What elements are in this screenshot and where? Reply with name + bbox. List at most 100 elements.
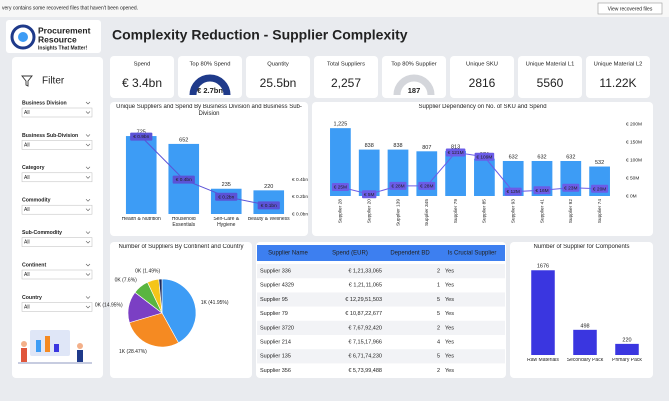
filter-panel <box>12 57 103 378</box>
slicer-chevron <box>85 111 91 114</box>
kpi-value: € 3.4bn <box>122 76 162 90</box>
table-cell: Yes <box>445 368 454 374</box>
illustration-bar <box>54 344 59 352</box>
chart-title: Number of Supplier for Components <box>533 244 630 250</box>
kpi-label: Unique SKU <box>466 62 498 68</box>
line-label-bg <box>257 201 280 210</box>
x-tick-label: Secondary Pack <box>566 358 604 363</box>
bar-value-label: 813 <box>451 144 460 150</box>
filter-title: Filter <box>42 76 65 87</box>
slicer-label: Sub-Commodity <box>22 230 62 236</box>
chart-title-box: Supplier Dependency on No. of SKU and Sp… <box>418 104 547 110</box>
slicer-dropdown[interactable] <box>21 237 93 247</box>
x-tick-label: Supplier 41 <box>539 199 545 224</box>
x-tick-label: Primary Pack <box>612 358 642 363</box>
kpi-label: Spend <box>134 62 151 68</box>
kpi-label: Unique Material L1 <box>526 62 575 68</box>
x-tick-label: Supplier 20 <box>366 199 372 224</box>
table-cell: Supplier 4329 <box>260 283 294 289</box>
line-value-label: € 28M <box>391 183 404 189</box>
slicer-dropdown[interactable] <box>21 107 93 118</box>
illustration-person <box>77 343 83 349</box>
chart-title: Supplier Dependency on No. of SKU and Sp… <box>418 104 547 110</box>
logo-dot <box>18 32 28 42</box>
line-value-label: € 25M <box>334 185 347 191</box>
table-cell: Supplier 79 <box>260 311 288 317</box>
y2-tick-label: € 0.0bn <box>292 211 308 217</box>
line-label-bg <box>562 183 580 192</box>
slicer-value: All <box>24 272 30 278</box>
table-row-bg <box>257 264 505 279</box>
illustration-floor <box>18 362 92 364</box>
kpi-label: Top 80% Spend <box>190 62 231 68</box>
pie-slice <box>161 278 197 344</box>
kpi-label: Unique Material L2 <box>594 62 643 68</box>
bar-value-label: 632 <box>509 154 518 160</box>
x-tick-label: Supplier 74 <box>597 199 603 224</box>
chart-title: Unique Suppliers and Spend By Business D… <box>116 104 302 117</box>
line-label-bg <box>504 187 522 196</box>
table-cell: Yes <box>445 297 454 303</box>
table-cell: Supplier 214 <box>260 339 291 345</box>
bar <box>474 158 495 196</box>
slicer-label: Business Division <box>22 100 67 106</box>
table-cell: € 10,87,22,677 <box>345 311 382 317</box>
table-cell: 5 <box>437 354 440 360</box>
bar-value-label: 838 <box>365 143 374 149</box>
slicer-label: Continent <box>22 262 46 268</box>
kpi-value: 187 <box>408 86 421 95</box>
x-tick-label: Household Essentials <box>171 217 196 228</box>
x-tick-label: Supplier 79 <box>453 199 459 224</box>
slicer-value: All <box>24 240 30 246</box>
bar-value-label: 807 <box>422 145 431 151</box>
table-cell: 2 <box>437 268 440 274</box>
banner-message: very contains some recovered files that … <box>2 5 138 11</box>
table-cell: Yes <box>445 339 454 345</box>
slicer-dropdown[interactable] <box>21 204 93 215</box>
table-row-bg <box>257 349 505 364</box>
x-tick-label: Health & Nutrition <box>121 217 161 222</box>
slicer-value: All <box>24 207 30 213</box>
x-tick-label: Beauty & Wellness <box>247 217 290 222</box>
y2-tick-label: € 0.2bn <box>292 194 308 200</box>
table-cell: € 1,21,11,065 <box>349 283 382 289</box>
line-value-label: € 0.2bn <box>218 194 234 200</box>
slicer-dropdown[interactable] <box>21 269 93 280</box>
slicer-dropdown[interactable] <box>21 302 93 312</box>
banner-button-frame[interactable] <box>597 2 663 15</box>
kpi-value: 5560 <box>537 76 564 90</box>
table-header: Dependent BD <box>390 251 430 257</box>
gauge-track <box>393 74 435 96</box>
x-tick-label: Supplier 92 <box>568 199 574 224</box>
line-value-label: € 0.9bn <box>133 134 149 140</box>
table-cell: Yes <box>445 354 454 360</box>
illustration-bar <box>36 340 41 352</box>
slicer-chevron <box>85 263 91 267</box>
slicer-chevron <box>85 134 91 137</box>
kpi-card <box>314 56 378 98</box>
table-cell: € 7,67,92,420 <box>348 325 382 331</box>
slicer-chevron <box>85 198 91 202</box>
kpi-value: 25.5bn <box>260 76 297 90</box>
slicer-chevron <box>85 143 91 147</box>
pie-label: 1K (41.95%) <box>201 300 229 306</box>
pie-label: 0K (1.49%) <box>135 268 160 274</box>
bar-value-label: 652 <box>179 137 188 143</box>
bar-value-label: 532 <box>595 160 604 166</box>
table-cell: 1 <box>437 283 440 289</box>
x-tick-label-box: Raw Materials <box>527 358 559 363</box>
slicer-chevron <box>85 240 91 244</box>
table-cell: 2 <box>437 325 440 331</box>
slicer-label: Country <box>22 295 42 301</box>
slicer-dropdown[interactable] <box>21 172 93 183</box>
line-value-label: € 12M <box>507 189 520 195</box>
line <box>140 136 269 206</box>
line-label-bg <box>215 192 238 201</box>
bar-value-label: 632 <box>566 154 575 160</box>
bar <box>502 160 524 196</box>
banner-button[interactable]: View recovered files <box>608 6 653 12</box>
kpi-value: 2816 <box>469 76 496 90</box>
slicer-dropdown[interactable] <box>21 140 93 150</box>
